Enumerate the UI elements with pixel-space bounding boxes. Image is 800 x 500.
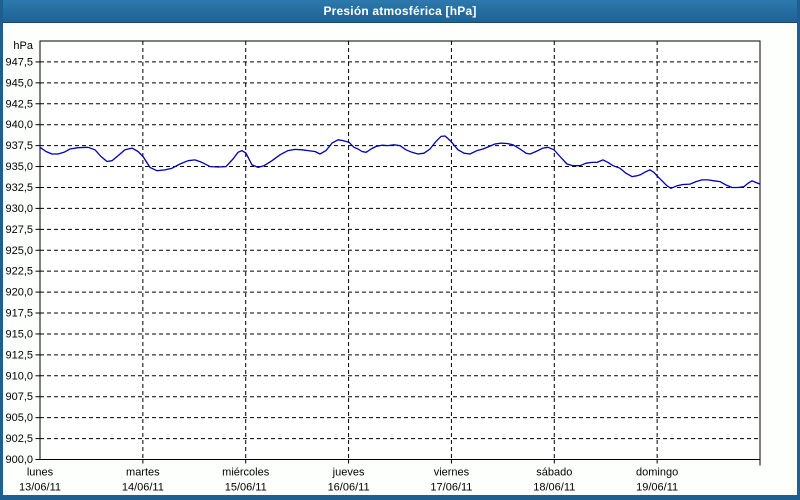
window-titlebar[interactable]: Presión atmosférica [hPa] <box>3 0 797 23</box>
y-axis-tick-label: 922,5 <box>5 266 33 278</box>
window-title: Presión atmosférica [hPa] <box>323 4 477 18</box>
y-axis-tick-label: 907,5 <box>5 391 33 403</box>
y-axis-tick-label: 915,0 <box>5 328 33 340</box>
y-axis-tick-label: 902,5 <box>5 433 33 445</box>
y-axis-tick-label: 947,5 <box>5 56 33 68</box>
y-axis-tick-label: 912,5 <box>5 349 33 361</box>
y-axis-tick-label: 930,0 <box>5 203 33 215</box>
x-axis-date-label: 19/06/11 <box>636 482 678 494</box>
x-axis-day-label: viernes <box>434 467 470 479</box>
x-axis-date-label: 16/06/11 <box>328 482 370 494</box>
x-axis-date-label: 13/06/11 <box>19 482 61 494</box>
x-axis-date-label: 17/06/11 <box>430 482 472 494</box>
x-axis-day-label: domingo <box>636 467 678 479</box>
y-axis-tick-label: 932,5 <box>5 182 33 194</box>
y-axis-tick-label: 925,0 <box>5 245 33 257</box>
y-axis-tick-label: 937,5 <box>5 140 33 152</box>
x-axis-day-label: miércoles <box>222 467 270 479</box>
y-axis-tick-label: 940,0 <box>5 119 33 131</box>
y-axis-tick-label: 935,0 <box>5 161 33 173</box>
y-axis-unit-label: hPa <box>13 40 33 52</box>
x-axis-date-label: 14/06/11 <box>122 482 164 494</box>
x-axis-day-label: jueves <box>332 467 365 479</box>
y-axis-tick-label: 917,5 <box>5 308 33 320</box>
x-axis-date-label: 18/06/11 <box>533 482 575 494</box>
pressure-series-line <box>39 135 761 189</box>
y-axis-tick-label: 942,5 <box>5 98 33 110</box>
y-axis-tick-label: 905,0 <box>5 412 33 424</box>
x-axis-day-label: lunes <box>27 467 54 479</box>
x-axis-day-label: sábado <box>536 467 572 479</box>
x-axis-date-label: 15/06/11 <box>225 482 267 494</box>
y-axis-tick-label: 945,0 <box>5 77 33 89</box>
plot-frame <box>39 40 761 460</box>
y-axis-tick-label: 900,0 <box>5 454 33 466</box>
y-axis-tick-label: 920,0 <box>5 287 33 299</box>
y-axis-tick-label: 910,0 <box>5 370 33 382</box>
y-axis-tick-label: 927,5 <box>5 224 33 236</box>
x-axis-day-label: martes <box>126 467 160 479</box>
